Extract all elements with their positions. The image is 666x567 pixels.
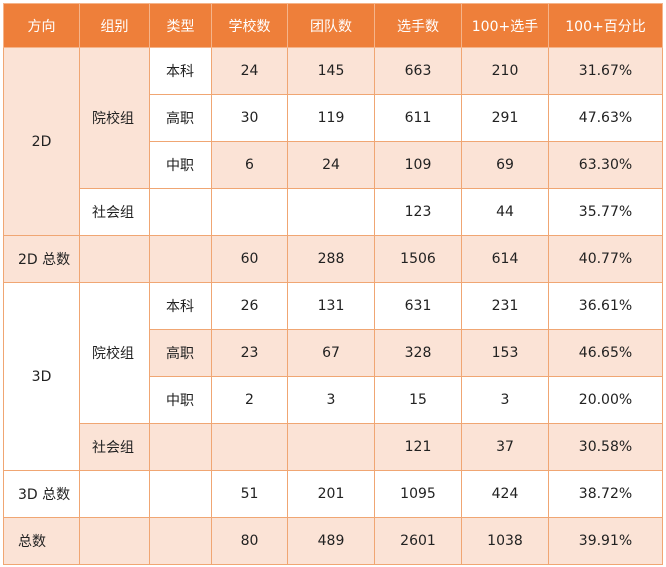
p100-cell: 1038 (461, 517, 549, 565)
type-cell-empty (149, 517, 212, 565)
teams-cell-empty (287, 423, 375, 471)
teams-cell: 489 (287, 517, 375, 565)
players-cell: 631 (374, 282, 462, 330)
type-cell: 中职 (149, 141, 212, 189)
group-cell-2d-school: 院校组 (79, 47, 150, 189)
table-row: 2D 院校组 本科 24 145 663 210 31.67% (3, 47, 663, 236)
p100-cell: 37 (461, 423, 549, 471)
schools-cell-empty (211, 423, 288, 471)
pct-cell: 39.91% (548, 517, 663, 565)
pct-cell: 46.65% (548, 329, 663, 377)
players-cell: 123 (374, 188, 462, 236)
p100-cell: 69 (461, 141, 549, 189)
teams-cell: 131 (287, 282, 375, 330)
p100-cell: 614 (461, 235, 549, 283)
players-cell: 1095 (374, 470, 462, 518)
players-cell: 109 (374, 141, 462, 189)
schools-cell: 30 (211, 94, 288, 142)
teams-cell: 3 (287, 376, 375, 424)
pct-cell: 20.00% (548, 376, 663, 424)
header-direction: 方向 (3, 3, 80, 48)
pct-cell: 47.63% (548, 94, 663, 142)
header-schools: 学校数 (211, 3, 288, 48)
subtotal-label-3d: 3D 总数 (3, 470, 80, 518)
type-cell-empty (149, 470, 212, 518)
table-row: 社会组 123 44 35.77% (4, 188, 663, 236)
type-cell: 高职 (149, 329, 212, 377)
pct-cell: 31.67% (548, 47, 663, 95)
pct-cell: 63.30% (548, 141, 663, 189)
group-cell-3d-school: 院校组 (79, 282, 150, 424)
schools-cell: 26 (211, 282, 288, 330)
table-row-total: 总数 80 489 2601 1038 39.91% (3, 517, 663, 565)
pct-cell: 40.77% (548, 235, 663, 283)
pct-cell: 38.72% (548, 470, 663, 518)
p100-cell: 210 (461, 47, 549, 95)
schools-cell-empty (211, 188, 288, 236)
teams-cell: 145 (287, 47, 375, 95)
players-cell: 663 (374, 47, 462, 95)
p100-cell: 3 (461, 376, 549, 424)
schools-cell: 51 (211, 470, 288, 518)
players-cell: 121 (374, 423, 462, 471)
total-label: 总数 (3, 517, 80, 565)
teams-cell: 24 (287, 141, 375, 189)
type-cell: 中职 (149, 376, 212, 424)
type-cell-empty (149, 235, 212, 283)
schools-cell: 2 (211, 376, 288, 424)
type-cell: 本科 (149, 47, 212, 95)
header-players: 选手数 (374, 3, 462, 48)
table-row: 3D 院校组 本科 26 131 631 231 36.61% (3, 282, 663, 471)
teams-cell-empty (287, 188, 375, 236)
header-teams: 团队数 (287, 3, 375, 48)
pct-cell: 35.77% (548, 188, 663, 236)
group-cell-3d-social: 社会组 (79, 423, 150, 471)
header-type: 类型 (149, 3, 212, 48)
type-cell-empty (149, 423, 212, 471)
type-cell: 高职 (149, 94, 212, 142)
schools-cell: 80 (211, 517, 288, 565)
table-row: 高职 30 119 611 291 47.63% (4, 94, 663, 142)
p100-cell: 231 (461, 282, 549, 330)
p100-cell: 424 (461, 470, 549, 518)
teams-cell: 201 (287, 470, 375, 518)
group-cell-empty (79, 470, 150, 518)
schools-cell: 24 (211, 47, 288, 95)
direction-cell-2d: 2D (3, 47, 80, 236)
players-cell: 1506 (374, 235, 462, 283)
p100-cell: 153 (461, 329, 549, 377)
teams-cell: 67 (287, 329, 375, 377)
schools-cell: 60 (211, 235, 288, 283)
teams-cell: 288 (287, 235, 375, 283)
schools-cell: 23 (211, 329, 288, 377)
stats-table: 方向 组别 类型 学校数 团队数 选手数 100+选手 100+百分比 2D 院… (3, 3, 663, 565)
header-100-players: 100+选手 (461, 3, 549, 48)
table-row: 中职 2 3 15 3 20.00% (4, 376, 663, 424)
subtotal-label-2d: 2D 总数 (3, 235, 80, 283)
table-row-subtotal: 2D 总数 60 288 1506 614 40.77% (3, 235, 663, 283)
direction-cell-3d: 3D (3, 282, 80, 471)
players-cell: 328 (374, 329, 462, 377)
group-cell-empty (79, 235, 150, 283)
pct-cell: 30.58% (548, 423, 663, 471)
type-cell: 本科 (149, 282, 212, 330)
p100-cell: 291 (461, 94, 549, 142)
header-row: 方向 组别 类型 学校数 团队数 选手数 100+选手 100+百分比 (3, 3, 663, 48)
group-cell-empty (79, 517, 150, 565)
pct-cell: 36.61% (548, 282, 663, 330)
group-cell-2d-social: 社会组 (79, 188, 150, 236)
players-cell: 15 (374, 376, 462, 424)
players-cell: 611 (374, 94, 462, 142)
schools-cell: 6 (211, 141, 288, 189)
header-100-percent: 100+百分比 (548, 3, 663, 48)
p100-cell: 44 (461, 188, 549, 236)
type-cell-empty (149, 188, 212, 236)
table-row-subtotal: 3D 总数 51 201 1095 424 38.72% (3, 470, 663, 518)
players-cell: 2601 (374, 517, 462, 565)
teams-cell: 119 (287, 94, 375, 142)
header-group: 组别 (79, 3, 150, 48)
table-row: 社会组 121 37 30.58% (4, 423, 663, 471)
